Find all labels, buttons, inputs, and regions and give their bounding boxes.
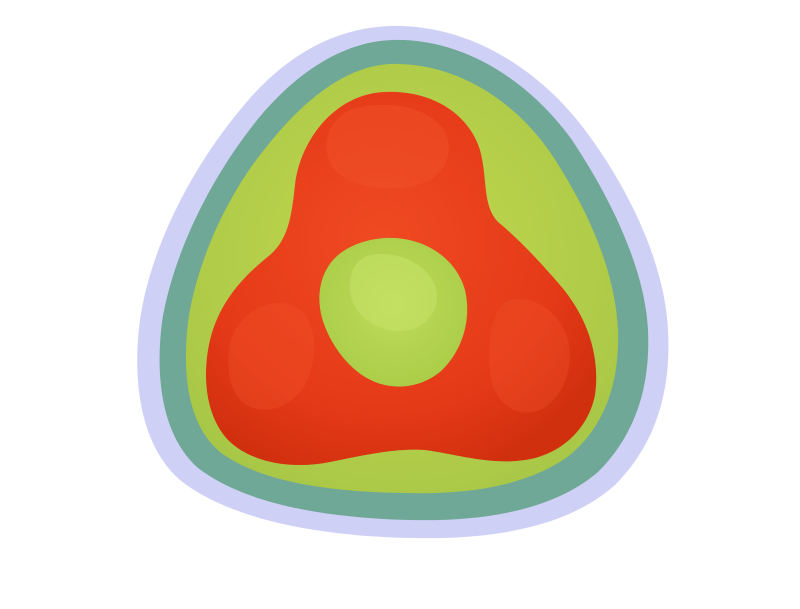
left-lobe-highlight	[228, 302, 315, 410]
core-facet-shading	[349, 253, 438, 332]
top-lobe-highlight	[326, 104, 449, 189]
right-lobe-highlight	[489, 299, 570, 413]
